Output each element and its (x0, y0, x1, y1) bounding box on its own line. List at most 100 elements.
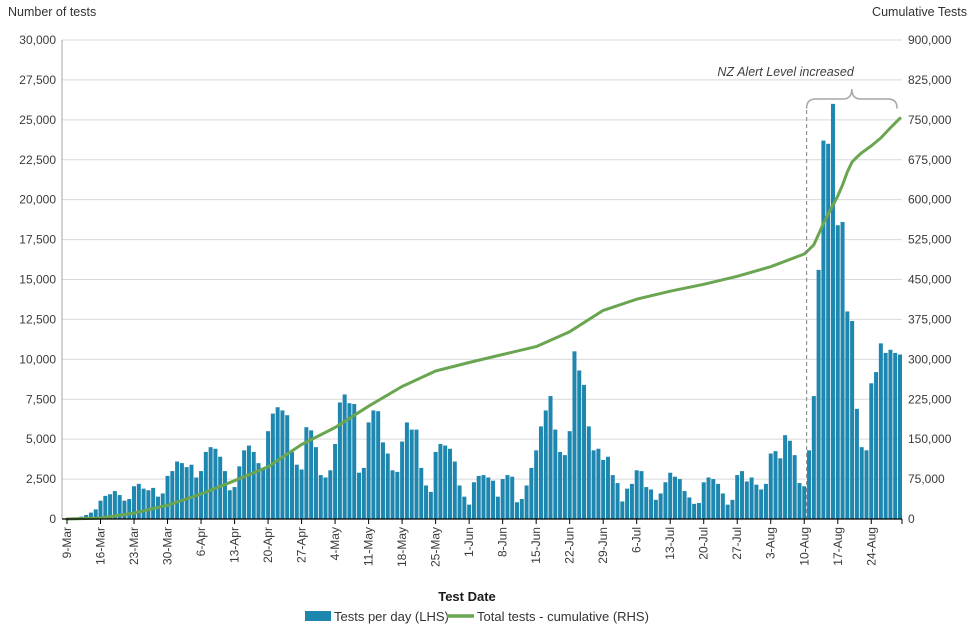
x-tick-label: 18-May (395, 527, 409, 567)
bar (605, 456, 610, 519)
bar (668, 472, 673, 519)
bar (419, 467, 424, 519)
bar (127, 499, 132, 519)
bar (859, 447, 864, 519)
bar (232, 487, 237, 519)
bar (672, 476, 677, 519)
bar (730, 499, 735, 519)
x-axis-title: Test Date (438, 589, 496, 604)
bar (591, 450, 596, 519)
bar (151, 487, 156, 519)
bar (754, 484, 759, 519)
bar (543, 410, 548, 519)
bar (112, 491, 117, 519)
bar (644, 487, 649, 519)
right-axis-title: Cumulative Tests (872, 5, 967, 19)
tests-per-day-bars (65, 103, 902, 520)
bar (184, 467, 189, 519)
bar (275, 407, 280, 519)
right-tick-label: 0 (908, 512, 915, 526)
bar (500, 479, 505, 519)
bar (93, 509, 98, 519)
bar (471, 482, 476, 519)
bar (333, 443, 338, 519)
bar (663, 482, 668, 519)
x-tick-label: 17-Aug (831, 527, 845, 566)
bar (462, 496, 467, 519)
bar (811, 396, 816, 519)
bar (337, 402, 342, 519)
bar (299, 469, 304, 519)
bar (687, 497, 692, 519)
x-tick-label: 20-Apr (261, 527, 275, 563)
bar (495, 496, 500, 519)
x-tick-label: 6-Jul (630, 527, 644, 553)
bar (376, 411, 381, 519)
x-tick-label: 20-Jul (697, 527, 711, 560)
bar (577, 370, 582, 519)
bar (237, 466, 242, 519)
right-tick-label: 150,000 (908, 432, 952, 446)
bar (290, 451, 295, 519)
left-tick-label: 27,500 (19, 73, 56, 87)
x-tick-label: 3-Aug (764, 527, 778, 559)
bar (534, 450, 539, 519)
bar (701, 482, 706, 519)
bar (586, 426, 591, 519)
bar (601, 459, 606, 519)
legend: Tests per day (LHS) Total tests - cumula… (305, 609, 649, 624)
right-tick-label: 900,000 (908, 33, 952, 47)
legend-label-cumulative: Total tests - cumulative (RHS) (477, 609, 649, 624)
bar (553, 429, 558, 519)
x-tick-label: 27-Apr (295, 527, 309, 563)
left-tick-label: 0 (49, 512, 56, 526)
bar (141, 488, 146, 519)
bar (759, 489, 764, 519)
x-tick-label: 1-Jun (462, 527, 476, 557)
bar (424, 485, 429, 519)
bar (826, 143, 831, 519)
bar (864, 450, 869, 519)
bar (677, 479, 682, 519)
bar (294, 464, 299, 519)
annotation-text: NZ Alert Level increased (717, 65, 854, 79)
bar (768, 453, 773, 519)
bar (802, 486, 807, 519)
bar (548, 396, 553, 519)
bar (213, 448, 218, 519)
bar (634, 470, 639, 519)
bar (888, 349, 893, 519)
bar (467, 504, 472, 519)
bar (280, 410, 285, 519)
bar (366, 422, 371, 519)
right-tick-label: 825,000 (908, 73, 952, 87)
bar (778, 458, 783, 519)
bar (893, 352, 898, 519)
bar (874, 372, 879, 519)
bar (797, 483, 802, 519)
bar (615, 483, 620, 519)
left-tick-label: 22,500 (19, 153, 56, 167)
axes (61, 40, 903, 524)
right-tick-label: 300,000 (908, 352, 952, 366)
bar (783, 435, 788, 519)
x-tick-label: 24-Aug (864, 527, 878, 566)
bar (189, 464, 194, 519)
bar (179, 463, 184, 519)
bar (447, 448, 452, 519)
bar (395, 471, 400, 519)
bar (491, 480, 496, 519)
bar (242, 450, 247, 519)
left-tick-label: 20,000 (19, 193, 56, 207)
alert-level-annotation: NZ Alert Level increased (717, 65, 898, 519)
right-tick-label: 225,000 (908, 392, 952, 406)
bar (222, 471, 227, 519)
bar (390, 470, 395, 519)
brace-bracket (805, 88, 898, 109)
x-tick-label: 10-Aug (797, 527, 811, 566)
bar (744, 481, 749, 519)
bar (208, 447, 213, 519)
gridlines (62, 39, 902, 480)
